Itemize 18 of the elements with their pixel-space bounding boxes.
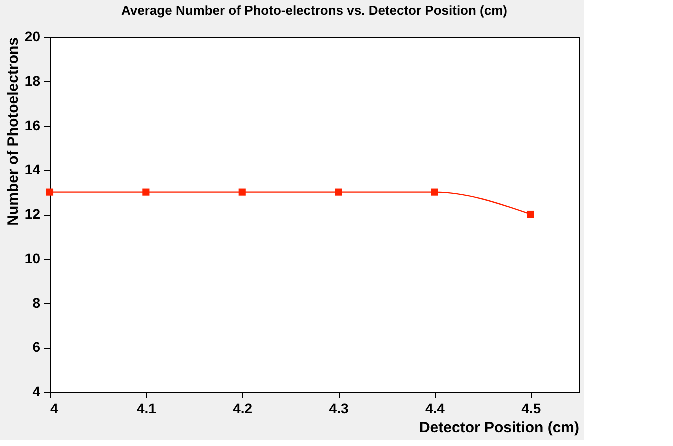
x-tick-label: 4.3 xyxy=(329,400,349,416)
y-tick-label: 20 xyxy=(24,28,41,44)
y-tick-label: 6 xyxy=(32,339,41,356)
x-tick-label: 4.1 xyxy=(136,400,157,416)
chart-title: Average Number of Photo-electrons vs. Detector Position (cm) xyxy=(122,3,508,18)
y-tick-label: 18 xyxy=(24,72,41,89)
x-tick-label: 4 xyxy=(50,400,58,416)
x-tick-label: 4.5 xyxy=(522,400,542,416)
y-tick-label: 4 xyxy=(32,384,41,400)
y-tick-label: 8 xyxy=(32,294,41,311)
x-tick-label: 4.2 xyxy=(233,400,253,416)
x-axis-title: Detector Position (cm) xyxy=(419,420,580,436)
y-axis-title: Number of Photoelectrons xyxy=(4,38,22,226)
y-tick-label: 10 xyxy=(24,250,41,266)
y-tick-label: 14 xyxy=(24,162,41,178)
y-tick-label: 16 xyxy=(24,117,41,134)
x-tick-label: 4.4 xyxy=(425,400,446,416)
y-tick-label: 12 xyxy=(24,206,41,222)
